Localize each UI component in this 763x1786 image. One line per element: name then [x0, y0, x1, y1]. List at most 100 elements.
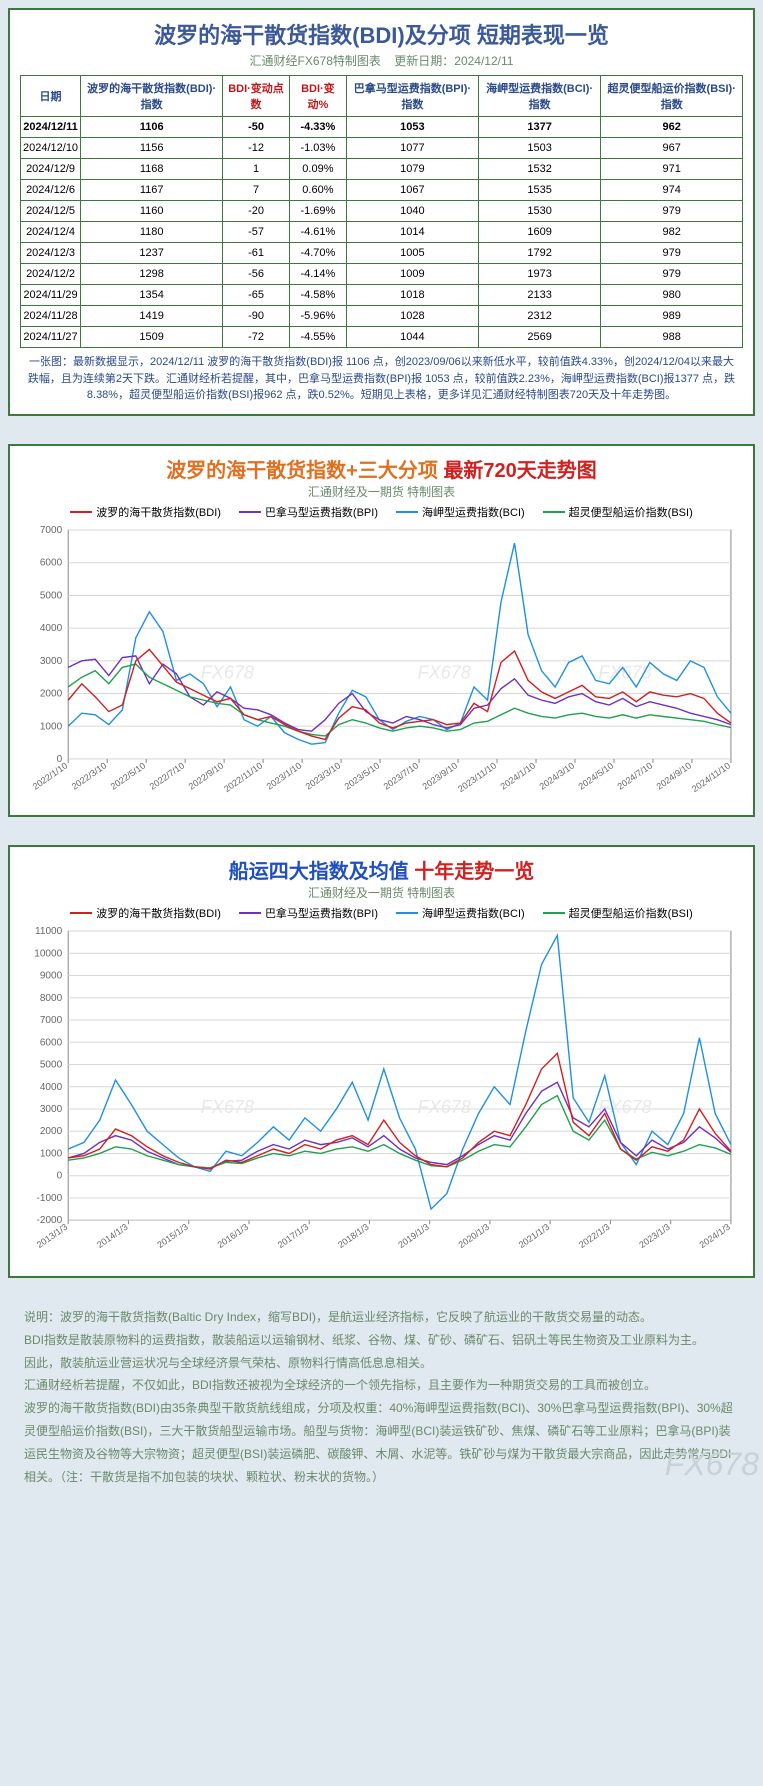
table-cell: 1005 — [346, 243, 478, 264]
table-cell: 0.60% — [289, 180, 346, 201]
table-cell: -1.03% — [289, 138, 346, 159]
svg-text:2023/3/10: 2023/3/10 — [304, 760, 343, 791]
table-cell: -1.69% — [289, 201, 346, 222]
table-cell: 2024/12/3 — [21, 243, 81, 264]
svg-text:6000: 6000 — [40, 1037, 63, 1048]
legend-item: 巴拿马型运费指数(BPI) — [239, 905, 378, 921]
table-cell: 1009 — [346, 264, 478, 285]
svg-text:FX678: FX678 — [418, 662, 471, 682]
table-cell: 1106 — [81, 117, 223, 138]
table-cell: -90 — [223, 306, 290, 327]
table-cell: 971 — [601, 159, 743, 180]
svg-text:2014/1/3: 2014/1/3 — [95, 1221, 129, 1249]
legend-item: 波罗的海干散货指数(BDI) — [70, 905, 221, 921]
svg-text:9000: 9000 — [40, 970, 63, 981]
svg-text:3000: 3000 — [40, 1104, 63, 1115]
svg-text:10000: 10000 — [34, 948, 62, 959]
table-header-cell: 超灵便型船运价指数(BSI)·指数 — [601, 76, 743, 117]
table-cell: 979 — [601, 264, 743, 285]
table-cell: -56 — [223, 264, 290, 285]
svg-text:2024/7/10: 2024/7/10 — [616, 760, 655, 791]
table-cell: 2024/12/4 — [21, 222, 81, 243]
chart10y-sub: 汇通财经及一期货 特制图表 — [20, 884, 743, 901]
svg-text:2020/1/3: 2020/1/3 — [457, 1221, 491, 1249]
svg-text:FX678: FX678 — [418, 1096, 471, 1116]
table-header-cell: 巴拿马型运费指数(BPI)·指数 — [346, 76, 478, 117]
svg-text:1000: 1000 — [40, 1148, 63, 1159]
table-cell: 1053 — [346, 117, 478, 138]
table-header-row: 日期波罗的海干散货指数(BDI)·指数BDI·变动点数BDI·变动%巴拿马型运费… — [21, 76, 743, 117]
legend-label: 巴拿马型运费指数(BPI) — [265, 504, 378, 520]
table-cell: 2024/11/28 — [21, 306, 81, 327]
legend-label: 波罗的海干散货指数(BDI) — [96, 905, 221, 921]
legend-item: 海岬型运费指数(BCI) — [396, 905, 525, 921]
table-row: 2024/12/51160-20-1.69%10401530979 — [21, 201, 743, 222]
svg-text:2021/1/3: 2021/1/3 — [517, 1221, 551, 1249]
chart10y-title-b: 十年走势一览 — [414, 861, 534, 883]
table-cell: 1180 — [81, 222, 223, 243]
table-row: 2024/12/21298-56-4.14%10091973979 — [21, 264, 743, 285]
svg-text:2024/5/10: 2024/5/10 — [577, 760, 616, 791]
table-cell: 979 — [601, 201, 743, 222]
chart720-sub: 汇通财经及一期货 特制图表 — [20, 483, 743, 500]
bdi-table: 日期波罗的海干散货指数(BDI)·指数BDI·变动点数BDI·变动%巴拿马型运费… — [20, 75, 743, 348]
chart720-title-a: 波罗的海干散货指数+三大分项 — [166, 460, 438, 482]
table-cell: 2024/12/11 — [21, 117, 81, 138]
table-cell: 1792 — [478, 243, 601, 264]
svg-text:5000: 5000 — [40, 590, 63, 601]
table-cell: 1168 — [81, 159, 223, 180]
legend-line-icon — [396, 912, 418, 914]
table-cell: 974 — [601, 180, 743, 201]
svg-text:2022/7/10: 2022/7/10 — [148, 760, 187, 791]
table-cell: -4.14% — [289, 264, 346, 285]
table-header-cell: 波罗的海干散货指数(BDI)·指数 — [81, 76, 223, 117]
table-cell: 2024/11/29 — [21, 285, 81, 306]
table-header-cell: 日期 — [21, 76, 81, 117]
svg-text:11000: 11000 — [35, 926, 63, 937]
table-cell: -5.96% — [289, 306, 346, 327]
table-cell: 1018 — [346, 285, 478, 306]
footer-explanation: 说明：波罗的海干散货指数(Baltic Dry Index，缩写BDI)，是航运… — [8, 1306, 755, 1488]
table-cell: 1028 — [346, 306, 478, 327]
table-cell: -4.33% — [289, 117, 346, 138]
table-cell: -12 — [223, 138, 290, 159]
legend-line-icon — [239, 511, 261, 513]
table-cell: 1237 — [81, 243, 223, 264]
table-cell: 7 — [223, 180, 290, 201]
svg-text:7000: 7000 — [40, 1015, 63, 1026]
svg-text:4000: 4000 — [40, 1081, 63, 1092]
table-cell: 967 — [601, 138, 743, 159]
table-cell: 1079 — [346, 159, 478, 180]
table-cell: 979 — [601, 243, 743, 264]
table-cell: 1503 — [478, 138, 601, 159]
table-cell: 2312 — [478, 306, 601, 327]
svg-text:2023/7/10: 2023/7/10 — [382, 760, 421, 791]
svg-text:2017/1/3: 2017/1/3 — [276, 1221, 310, 1249]
svg-text:2024/9/10: 2024/9/10 — [655, 760, 694, 791]
table-cell: -4.55% — [289, 327, 346, 348]
table-cell: 1509 — [81, 327, 223, 348]
subtitle-date-label: 更新日期： — [394, 54, 454, 68]
svg-text:5000: 5000 — [40, 1059, 63, 1070]
legend-line-icon — [70, 912, 92, 914]
legend-line-icon — [70, 511, 92, 513]
table-cell: 2024/12/6 — [21, 180, 81, 201]
chart10y-title-a: 船运四大指数及均值 — [229, 861, 409, 883]
footer-p4: 汇通财经析若提醒，不仅如此，BDI指数还被视为全球经济的一个领先指标，且主要作为… — [24, 1374, 739, 1397]
svg-text:FX678: FX678 — [201, 662, 254, 682]
table-cell: -20 — [223, 201, 290, 222]
table-cell: 1535 — [478, 180, 601, 201]
svg-text:2022/1/10: 2022/1/10 — [31, 760, 70, 791]
table-row: 2024/11/271509-72-4.55%10442569988 — [21, 327, 743, 348]
table-row: 2024/12/9116810.09%10791532971 — [21, 159, 743, 180]
legend-item: 超灵便型船运价指数(BSI) — [543, 504, 693, 520]
svg-text:2022/9/10: 2022/9/10 — [187, 760, 226, 791]
table-row: 2024/12/41180-57-4.61%10141609982 — [21, 222, 743, 243]
table-cell: 1067 — [346, 180, 478, 201]
table-cell: 1973 — [478, 264, 601, 285]
legend-line-icon — [396, 511, 418, 513]
table-title: 波罗的海干散货指数(BDI)及分项 短期表现一览 — [20, 18, 743, 50]
table-row: 2024/12/31237-61-4.70%10051792979 — [21, 243, 743, 264]
table-cell: 1377 — [478, 117, 601, 138]
legend-item: 海岬型运费指数(BCI) — [396, 504, 525, 520]
